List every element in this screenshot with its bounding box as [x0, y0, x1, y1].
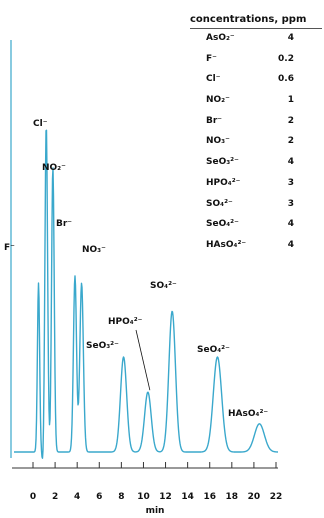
- concentration-value: 0.6: [278, 74, 294, 85]
- peak-label: HAsO₄²⁻: [228, 409, 268, 419]
- x-axis-label: min: [146, 506, 165, 516]
- x-tick-label: 8: [118, 492, 124, 502]
- concentration-ion: HAsO₄²⁻: [206, 239, 247, 250]
- concentration-table-rule: [190, 28, 322, 29]
- concentration-value: 0.2: [278, 53, 294, 64]
- peak-label: SO₄²⁻: [150, 281, 177, 291]
- concentration-ion: NO₃⁻: [206, 136, 230, 147]
- concentration-value: 4: [287, 157, 294, 168]
- concentration-ion: SO₄²⁻: [206, 198, 233, 209]
- concentration-value: 2: [287, 115, 294, 126]
- concentration-row: SeO₃²⁻ 4: [178, 153, 322, 174]
- concentration-row: SeO₄²⁻ 4: [178, 215, 322, 236]
- concentration-value: 3: [287, 198, 294, 209]
- concentration-ion: Cl⁻: [206, 74, 221, 85]
- peak-label: NO₂⁻: [42, 163, 66, 173]
- concentration-row: SO₄²⁻ 3: [178, 195, 322, 216]
- concentration-row: AsO₂⁻ 4: [178, 29, 322, 50]
- peak-label: Cl⁻: [33, 119, 48, 129]
- concentration-row: Br⁻ 2: [178, 112, 322, 133]
- concentration-value: 4: [287, 239, 294, 250]
- peak-label: HPO₄²⁻: [108, 317, 143, 327]
- x-tick-label: 10: [137, 492, 150, 502]
- concentration-value: 4: [287, 33, 294, 43]
- concentration-rows: AsO₂⁻ 4 F⁻ 0.2 Cl⁻ 0.6 NO₂⁻ 1 Br⁻ 2 NO₃⁻ 2 SeO₃²⁻ 4 HP…: [178, 29, 322, 257]
- concentration-row: F⁻ 0.2: [178, 50, 322, 71]
- concentration-ion: SeO₃²⁻: [206, 157, 239, 168]
- peak-label: SeO₃²⁻: [86, 341, 119, 351]
- concentration-ion: F⁻: [206, 53, 217, 64]
- concentration-ion: HPO₄²⁻: [206, 177, 241, 188]
- concentration-row: HPO₄²⁻ 3: [178, 174, 322, 195]
- concentration-value: 4: [287, 219, 294, 230]
- concentration-ion: Br⁻: [206, 115, 223, 126]
- x-tick-label: 12: [159, 492, 172, 502]
- concentration-table: concentrations, ppm AsO₂⁻ 4 F⁻ 0.2 Cl⁻ 0.6 NO₂…: [178, 14, 322, 257]
- peak-label: F⁻: [4, 243, 15, 253]
- concentration-row: Cl⁻ 0.6: [178, 70, 322, 91]
- x-tick-label: 16: [203, 492, 216, 502]
- concentration-ion: SeO₄²⁻: [206, 219, 239, 230]
- concentration-ion: NO₂⁻: [206, 95, 230, 106]
- x-tick-label: 22: [270, 492, 283, 502]
- concentration-row: NO₃⁻ 2: [178, 132, 322, 153]
- concentration-table-title: concentrations, ppm: [190, 14, 307, 25]
- concentration-row: HAsO₄²⁻ 4: [178, 236, 322, 257]
- concentration-row: NO₂⁻ 1: [178, 91, 322, 112]
- leader-line: [135, 329, 151, 391]
- x-tick-label: 4: [74, 492, 80, 502]
- concentration-value: 3: [287, 177, 294, 188]
- concentration-value: 1: [287, 95, 294, 106]
- x-tick-label: 20: [248, 492, 261, 502]
- x-tick-label: 0: [30, 492, 36, 502]
- x-tick-label: 6: [96, 492, 102, 502]
- x-tick-label: 18: [226, 492, 239, 502]
- peak-label: Br⁻: [56, 219, 72, 229]
- concentration-ion: AsO₂⁻: [206, 33, 235, 43]
- concentration-value: 2: [287, 136, 294, 147]
- x-tick-label: 14: [181, 492, 194, 502]
- chromatogram-trace: [13, 129, 279, 459]
- x-tick-label: 2: [52, 492, 58, 502]
- peak-label: NO₃⁻: [82, 245, 106, 255]
- peak-label: SeO₄²⁻: [197, 345, 230, 355]
